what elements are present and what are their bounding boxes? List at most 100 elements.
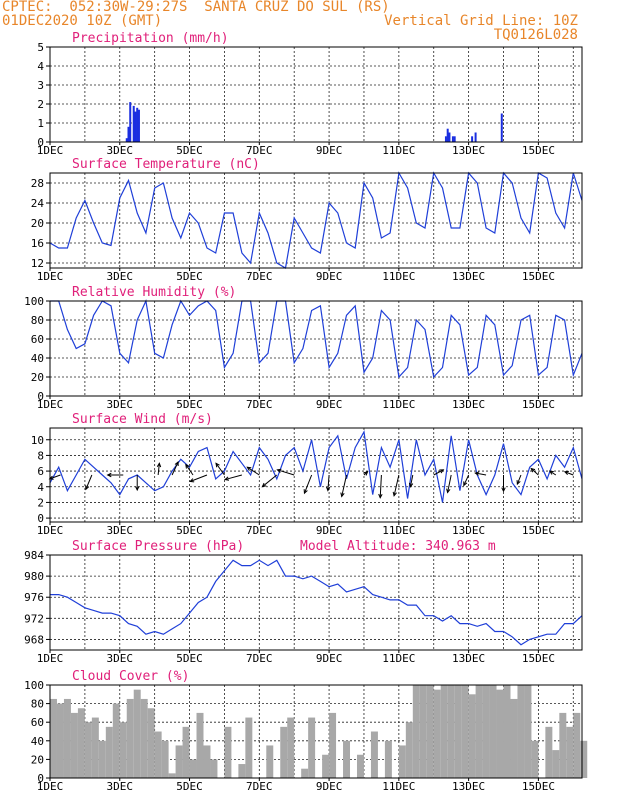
x-tick-label: 3DEC: [107, 524, 134, 537]
cloud-cover-bar: [517, 685, 525, 778]
cloud-cover-bar: [91, 717, 99, 778]
y-tick-label: 6: [37, 465, 44, 478]
wind-arrow-head: [325, 486, 331, 492]
cloud-cover-bar: [189, 759, 197, 778]
cloud-cover-bar: [50, 698, 57, 778]
wind-arrow: [185, 464, 194, 476]
x-tick-label: 5DEC: [176, 780, 203, 793]
wind-arrow-head: [548, 470, 554, 475]
cloud-cover-bar: [412, 685, 420, 778]
wind-arrow-head: [303, 489, 308, 495]
wind-arrow-head: [501, 487, 506, 493]
x-tick-label: 13DEC: [452, 144, 485, 157]
y-tick-label: 80: [31, 698, 44, 711]
panel-4: 968 972 976 980 984 1DEC 3DEC 5DEC 7DEC 9DEC 11DEC…: [24, 539, 583, 665]
x-tick-label: 7DEC: [246, 780, 273, 793]
y-tick-label: 2: [37, 496, 44, 509]
panel-frame: [49, 684, 583, 779]
x-tick-label: 15DEC: [522, 652, 555, 665]
wind-arrow-head: [276, 468, 282, 473]
cloud-cover-bar: [559, 712, 567, 778]
precipitation-bar: [137, 109, 140, 142]
x-tick-label: 15DEC: [522, 780, 555, 793]
panel-5: 0 20 40 60 80 100 1DEC 3DEC 5DEC 7DEC 9DEC 11DEC 13D…: [24, 669, 588, 793]
x-tick-label: 1DEC: [37, 652, 64, 665]
cloud-cover-bar: [70, 712, 78, 778]
wind-arrow: [171, 461, 179, 476]
cloud-cover-bar: [126, 698, 134, 778]
wind-arrow: [341, 474, 348, 497]
panel-frame: [49, 300, 583, 397]
y-tick-label: 60: [31, 333, 44, 346]
cloud-cover-bar: [196, 712, 204, 778]
y-tick-label: 1: [37, 117, 44, 130]
precipitation-bar: [446, 128, 449, 142]
wind-arrow: [564, 471, 574, 476]
cloud-cover-bar: [329, 712, 337, 778]
x-tick-label: 13DEC: [452, 524, 485, 537]
x-tick-label: 3DEC: [107, 652, 134, 665]
y-tick-label: 20: [31, 217, 44, 230]
x-tick-label: 15DEC: [522, 270, 555, 283]
wind-arrow-head: [563, 470, 569, 476]
panel-title: Cloud Cover (%): [72, 669, 189, 684]
wind-arrow: [49, 474, 61, 480]
wind-arrow-head: [392, 491, 397, 497]
x-tick-label: 7DEC: [246, 652, 273, 665]
cloud-cover-bar: [98, 740, 106, 778]
cloud-cover-bar: [405, 722, 413, 778]
cloud-cover-bar: [182, 726, 190, 778]
y-tick-label: 968: [24, 633, 44, 646]
cloud-cover-bar: [433, 689, 441, 778]
panel-frame: [49, 554, 583, 651]
x-tick-label: 3DEC: [107, 144, 134, 157]
cloud-cover-bar: [496, 689, 504, 778]
series-line: [50, 298, 583, 379]
wind-arrow: [277, 469, 295, 476]
cloud-cover-bar: [168, 773, 176, 778]
cloud-cover-bar: [566, 726, 574, 778]
x-tick-label: 11DEC: [382, 524, 415, 537]
y-tick-label: 4: [37, 481, 44, 494]
precipitation-bar: [500, 113, 503, 142]
y-tick-label: 4: [37, 60, 44, 73]
cloud-cover-bar: [245, 717, 253, 778]
cloud-cover-bar: [398, 745, 406, 778]
cloud-cover-bar: [552, 750, 560, 778]
panel-frame: [49, 172, 583, 269]
y-tick-label: 5: [37, 41, 44, 54]
wind-arrow-head: [261, 482, 267, 488]
cloud-cover-bar: [322, 754, 330, 778]
wind-arrow-head: [215, 462, 220, 468]
cloud-cover-bar: [119, 722, 127, 778]
panel-3: 0 2 4 6 8 10 1DEC 3DEC 5DEC 7DEC 9DEC 11DEC 13DEC 15D…: [31, 412, 583, 537]
cloud-cover-bar: [384, 740, 392, 778]
cloud-cover-bar: [161, 740, 169, 778]
precipitation-bar: [448, 132, 451, 142]
cloud-cover-bar: [468, 694, 476, 778]
x-tick-label: 1DEC: [37, 524, 64, 537]
header-grid-line: Vertical Grid Line: 10Z: [384, 13, 578, 29]
precipitation-bar: [125, 138, 128, 142]
x-tick-label: 11DEC: [382, 144, 415, 157]
cloud-cover-bar: [489, 685, 497, 778]
y-tick-label: 980: [24, 570, 44, 583]
panel-title: Precipitation (mm/h): [72, 31, 229, 46]
x-tick-label: 13DEC: [452, 652, 485, 665]
wind-arrow: [409, 474, 414, 487]
wind-arrow-head: [340, 492, 345, 498]
cloud-cover-bar: [63, 698, 71, 778]
cloud-cover-bar: [238, 764, 246, 778]
cloud-cover-bar: [356, 754, 364, 778]
cloud-cover-bar: [510, 698, 518, 778]
wind-arrow: [247, 466, 260, 476]
cloud-cover-bar: [56, 703, 64, 778]
wind-arrow-head: [516, 480, 521, 486]
cloud-cover-bar: [447, 685, 455, 778]
x-tick-label: 1DEC: [37, 270, 64, 283]
cloud-cover-bar: [147, 708, 155, 778]
y-tick-label: 0: [37, 136, 44, 149]
wind-arrow-head: [378, 493, 383, 499]
cloud-cover-bar: [287, 717, 295, 778]
